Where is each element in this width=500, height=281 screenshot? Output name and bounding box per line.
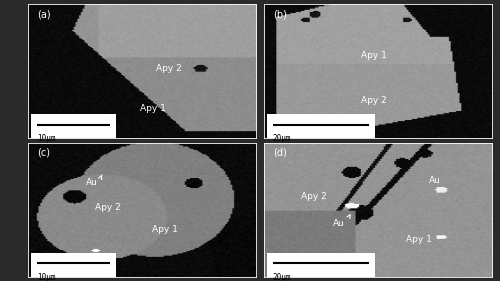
Text: Apy 2: Apy 2 <box>94 203 120 212</box>
Text: (d): (d) <box>273 148 286 158</box>
Text: (a): (a) <box>36 10 51 20</box>
Text: Apy 1: Apy 1 <box>360 51 386 60</box>
Text: Apy 1: Apy 1 <box>152 225 178 234</box>
Text: Apy 2: Apy 2 <box>156 64 182 73</box>
Text: Au: Au <box>334 219 345 228</box>
Text: Apy 1: Apy 1 <box>406 235 432 244</box>
Text: (b): (b) <box>273 10 287 20</box>
Bar <box>267 253 374 277</box>
Text: 20μm: 20μm <box>273 273 291 281</box>
Text: Apy 2: Apy 2 <box>360 96 386 105</box>
Text: Au: Au <box>430 176 441 185</box>
Text: (c): (c) <box>36 148 50 158</box>
Text: 10μm: 10μm <box>36 134 55 143</box>
Text: Apy 2: Apy 2 <box>301 192 327 201</box>
Text: 10μm: 10μm <box>36 273 55 281</box>
Bar <box>31 253 116 277</box>
Text: 20μm: 20μm <box>273 134 291 143</box>
Bar <box>267 114 374 139</box>
Bar <box>31 114 116 139</box>
Text: Apy 1: Apy 1 <box>140 104 166 113</box>
Text: Au: Au <box>86 178 98 187</box>
